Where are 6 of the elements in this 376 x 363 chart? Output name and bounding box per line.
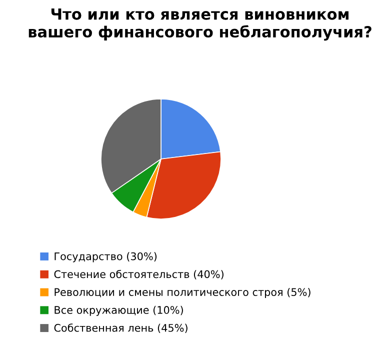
chart-title: Что или кто является виновником вашего финансового неблагополучия? — [28, 8, 372, 41]
legend-label: Собственная лень (45%) — [54, 324, 188, 334]
legend-label: Революции и смены политического строя (5%) — [54, 288, 310, 298]
legend-label: Государство (30%) — [54, 252, 157, 262]
legend-label: Все окружающие (10%) — [54, 306, 183, 316]
legend-label: Стечение обстоятельств (40%) — [54, 270, 224, 280]
